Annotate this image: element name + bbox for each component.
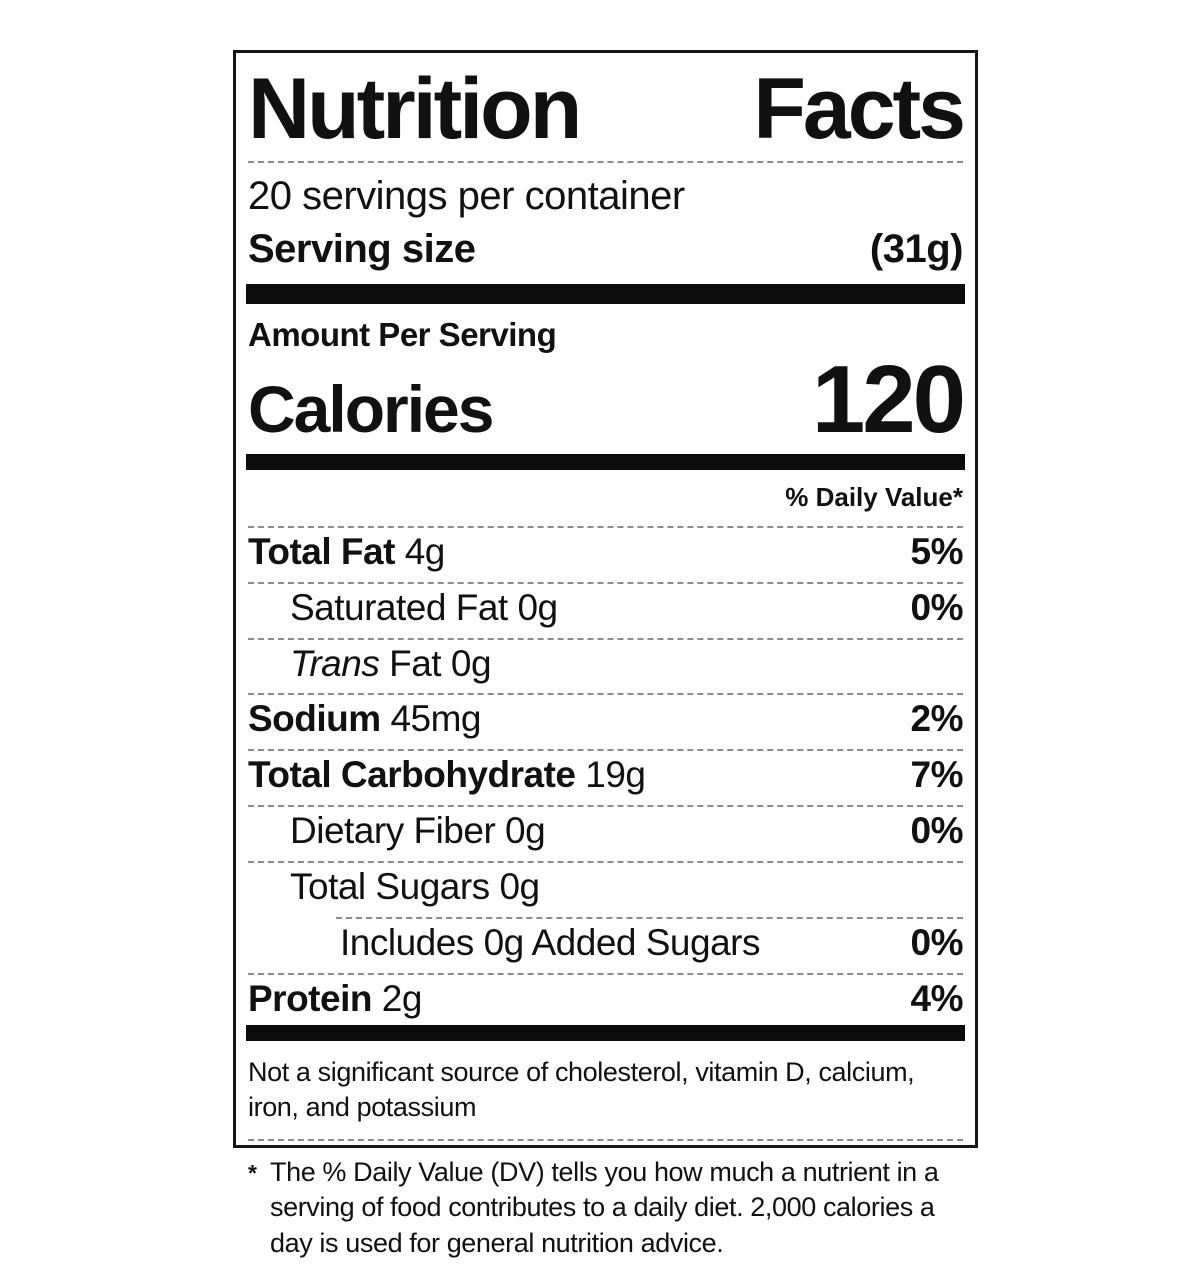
nutrient-row-total-carbohydrate: Total Carbohydrate 19g 7% [248, 751, 964, 801]
row-divider [248, 749, 963, 752]
row-divider [248, 637, 963, 640]
nutrient-amount: 19g [575, 754, 646, 796]
nutrient-dv: 0% [910, 921, 964, 963]
calories-value: 120 [811, 346, 966, 454]
serving-size-label: Serving size [248, 227, 476, 272]
servings-per-container: 20 servings per container [248, 174, 685, 219]
daily-value-footnote: * The % Daily Value (DV) tells you how m… [248, 1141, 963, 1270]
serving-size-value: (31g) [869, 227, 964, 272]
nutrient-dv: 0% [910, 586, 964, 628]
serving-size-row: Serving size (31g) [248, 221, 964, 284]
row-divider [248, 525, 963, 528]
nutrient-row-dietary-fiber: Dietary Fiber 0g 0% [248, 807, 964, 857]
nutrient-row-protein: Protein 2g 4% [248, 975, 964, 1025]
nutrient-amount: Includes 0g Added Sugars [340, 921, 761, 963]
label-title: Nutrition Facts [248, 61, 966, 157]
thick-rule [246, 1024, 965, 1041]
nutrient-amount: Total Sugars 0g [290, 865, 540, 907]
amount-per-serving: Amount Per Serving [248, 316, 557, 354]
row-divider [248, 860, 963, 863]
nutrient-dv: 4% [910, 977, 964, 1019]
row-divider-indented [336, 916, 963, 919]
nutrient-name: Sodium [248, 698, 381, 740]
nutrient-amount: 2g [371, 977, 423, 1019]
row-divider [248, 581, 963, 584]
nutrient-amount: Saturated Fat 0g [290, 586, 558, 628]
nutrient-dv: 2% [910, 698, 964, 740]
nutrient-row-total-sugars: Total Sugars 0g [248, 863, 963, 913]
nutrient-row-added-sugars: Includes 0g Added Sugars 0% [248, 919, 964, 969]
nutrient-name: Protein [248, 977, 372, 1019]
nutrient-amount: 4g [394, 530, 446, 572]
nutrient-dv: 7% [910, 754, 964, 796]
nutrient-amount: 45mg [380, 698, 482, 740]
nutrient-name: Total Fat [248, 530, 395, 572]
divider [248, 161, 963, 164]
row-divider [248, 693, 963, 696]
footnote-text: The % Daily Value (DV) tells you how muc… [270, 1156, 939, 1258]
calories-row: Calories 120 [248, 346, 966, 454]
nutrient-row-total-fat: Total Fat 4g 5% [248, 528, 964, 578]
not-significant-source-text: Not a significant source of cholesterol,… [248, 1056, 915, 1122]
calories-label: Calories [248, 372, 494, 447]
row-divider [248, 805, 963, 808]
row-divider [248, 972, 963, 975]
divider [248, 1138, 963, 1141]
daily-value-header: % Daily Value* [785, 481, 963, 512]
thick-rule [246, 453, 965, 470]
thick-rule [246, 284, 965, 305]
nutrient-amount: Dietary Fiber 0g [290, 810, 546, 852]
nutrient-row-saturated-fat: Saturated Fat 0g 0% [248, 584, 964, 634]
nutrient-row-trans-fat: Trans Fat 0g [290, 642, 492, 684]
footnote-asterisk: * [248, 1159, 257, 1186]
nutrient-name: Total Carbohydrate [248, 754, 576, 796]
nutrient-dv: 5% [910, 530, 964, 572]
nutrient-dv: 0% [910, 810, 964, 852]
nutrition-facts-label: Nutrition Facts 20 servings per containe… [233, 50, 978, 1258]
nutrient-row-sodium: Sodium 45mg 2% [248, 695, 964, 745]
nutrient-amount: Fat 0g [379, 642, 492, 684]
